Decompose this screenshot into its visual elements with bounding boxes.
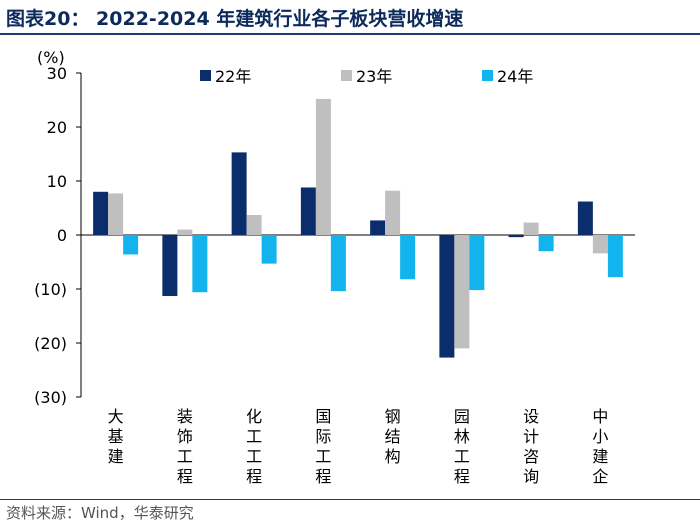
category-label: 设计咨询 xyxy=(523,407,539,486)
y-tick-label: 0 xyxy=(57,226,67,245)
y-tick-label: (10) xyxy=(34,280,67,299)
bar-22年-化工工程 xyxy=(231,152,247,235)
category-label: 钢结构 xyxy=(385,407,401,466)
bar-23年-钢结构 xyxy=(385,190,401,235)
y-axis-unit-label: (%) xyxy=(37,48,65,67)
bar-24年-钢结构 xyxy=(400,235,416,280)
category-labels: 大基建 装饰工程 化工工程 国际工程 钢结构 园林工程 设计咨询 中小建企 xyxy=(108,407,609,486)
bar-22年-设计咨询 xyxy=(508,235,524,238)
bar-22年-园林工程 xyxy=(439,235,455,358)
bar-23年-中小建企 xyxy=(592,235,608,254)
bar-chart: (%)30 20 10 0 (10) (20) (30) 大基建 装饰工程 化工工程 国际工程 钢结… xyxy=(34,48,635,486)
bar-24年-设计咨询 xyxy=(538,235,554,252)
y-tick-label: (30) xyxy=(34,388,67,407)
category-label: 大基建 xyxy=(108,407,124,466)
bar-23年-大基建 xyxy=(108,193,124,235)
legend-label: 24年 xyxy=(497,67,533,86)
y-tick-label: (20) xyxy=(34,334,67,353)
legend-label: 22年 xyxy=(215,67,251,86)
legend: 22年 23年 24年 xyxy=(200,67,533,86)
bar-24年-中小建企 xyxy=(607,235,623,278)
legend-swatch-23年 xyxy=(341,70,352,81)
bar-24年-园林工程 xyxy=(469,235,485,291)
bars xyxy=(93,98,623,358)
bar-23年-装饰工程 xyxy=(177,229,193,235)
legend-swatch-22年 xyxy=(200,70,211,81)
category-label: 中小建企 xyxy=(592,407,608,486)
bar-22年-国际工程 xyxy=(300,187,316,235)
y-tick-label: 20 xyxy=(47,118,67,137)
bar-22年-大基建 xyxy=(93,191,109,235)
category-label: 装饰工程 xyxy=(177,407,193,486)
footer-divider xyxy=(0,499,700,500)
source-note: 资料来源：Wind，华泰研究 xyxy=(6,504,194,522)
bar-23年-国际工程 xyxy=(315,98,331,235)
bar-24年-化工工程 xyxy=(261,235,277,264)
bar-24年-装饰工程 xyxy=(192,235,208,293)
legend-label: 23年 xyxy=(356,67,392,86)
bar-24年-大基建 xyxy=(123,235,139,255)
category-label: 国际工程 xyxy=(315,407,331,486)
bar-22年-装饰工程 xyxy=(162,235,178,297)
category-label: 化工工程 xyxy=(246,407,262,486)
title-divider xyxy=(0,33,700,35)
bar-24年-国际工程 xyxy=(330,235,346,292)
axes: (%)30 20 10 0 (10) (20) (30) xyxy=(34,48,635,407)
chart-title: 图表20： 2022-2024 年建筑行业各子板块营收增速 xyxy=(6,8,464,30)
y-tick-label: 10 xyxy=(47,172,67,191)
y-tick-label: 30 xyxy=(47,64,67,83)
category-label: 园林工程 xyxy=(454,407,470,486)
bar-22年-钢结构 xyxy=(370,220,386,235)
bar-23年-园林工程 xyxy=(454,235,470,349)
legend-swatch-24年 xyxy=(482,70,493,81)
bar-23年-设计咨询 xyxy=(523,222,539,235)
bar-22年-中小建企 xyxy=(577,201,593,235)
bar-23年-化工工程 xyxy=(246,215,262,235)
